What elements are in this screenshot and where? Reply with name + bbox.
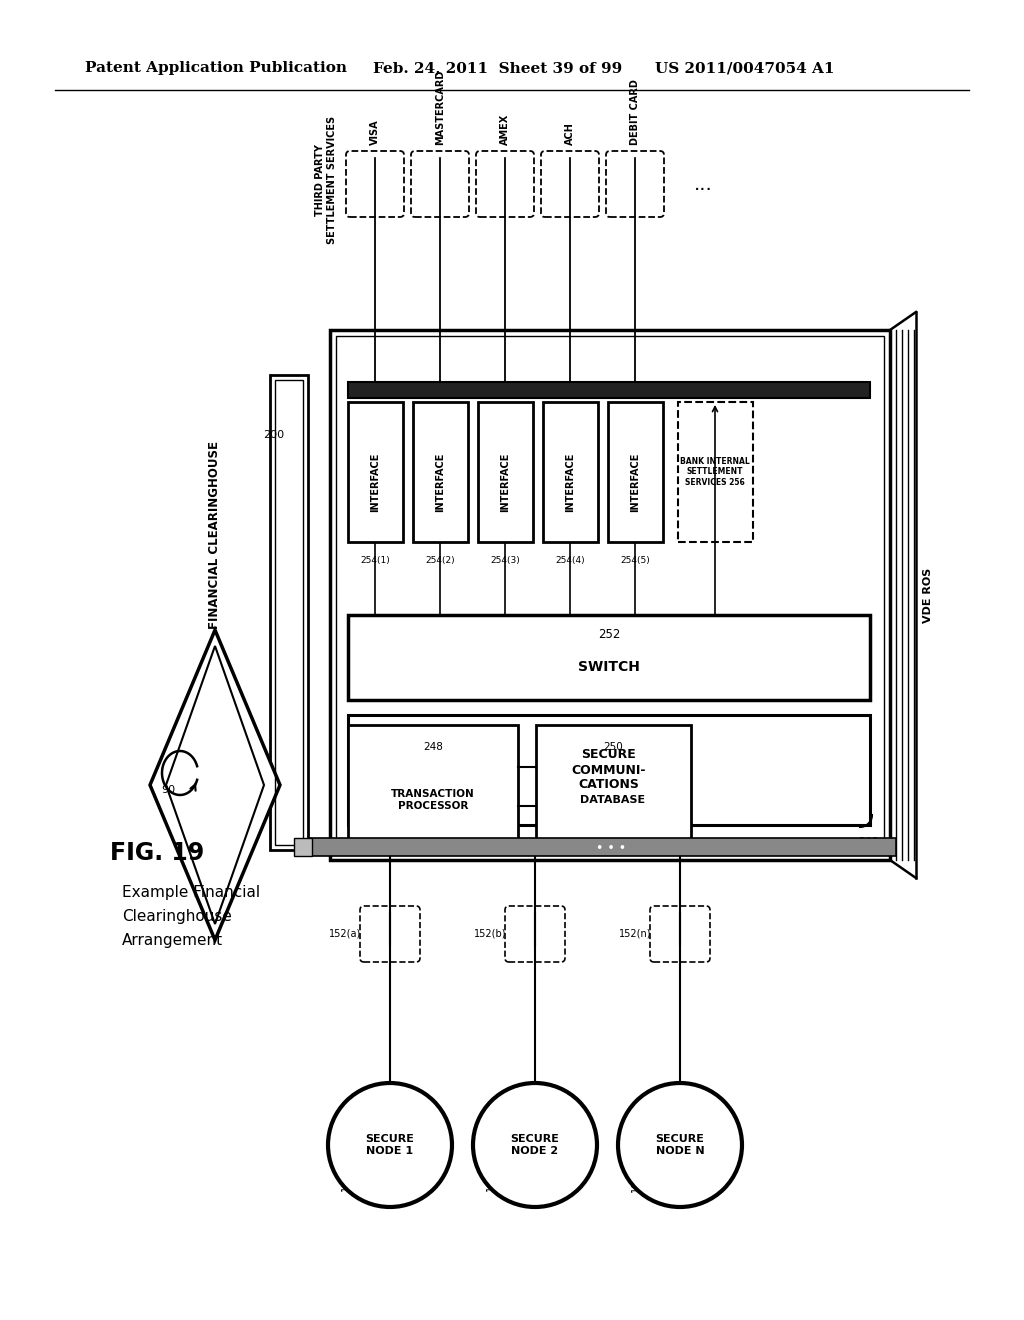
Text: 254(2): 254(2)	[425, 556, 455, 565]
Text: SECURE
COMMUNI-
CATIONS: SECURE COMMUNI- CATIONS	[571, 748, 646, 792]
FancyBboxPatch shape	[348, 381, 870, 399]
FancyBboxPatch shape	[413, 403, 468, 543]
Text: 254(3): 254(3)	[490, 556, 520, 565]
Text: 248: 248	[423, 742, 443, 752]
Text: Patent Application Publication: Patent Application Publication	[85, 61, 347, 75]
Text: DEBIT CARD: DEBIT CARD	[630, 79, 640, 145]
FancyBboxPatch shape	[270, 375, 308, 850]
Text: INTERFACE: INTERFACE	[565, 453, 575, 512]
Text: SECURE
NODE N: SECURE NODE N	[655, 1134, 705, 1156]
Text: 152(b): 152(b)	[473, 929, 506, 939]
FancyBboxPatch shape	[608, 403, 663, 543]
Circle shape	[473, 1082, 597, 1206]
Text: VDE ROS: VDE ROS	[923, 568, 933, 623]
Text: INTERFACE: INTERFACE	[370, 453, 380, 512]
Text: INTERFACE: INTERFACE	[630, 453, 640, 512]
Text: 246: 246	[858, 837, 878, 847]
Text: 254(1): 254(1)	[360, 556, 390, 565]
Text: 252: 252	[598, 628, 621, 642]
Circle shape	[328, 1082, 452, 1206]
Text: 250: 250	[603, 742, 623, 752]
Text: 90: 90	[161, 785, 175, 795]
FancyBboxPatch shape	[348, 615, 870, 700]
Text: Example Financial: Example Financial	[122, 886, 260, 900]
Text: TRANSACTION
PROCESSOR: TRANSACTION PROCESSOR	[391, 789, 475, 810]
Text: 200: 200	[263, 430, 284, 440]
Text: 152(a): 152(a)	[329, 929, 361, 939]
Text: 100(2): 100(2)	[485, 1159, 495, 1191]
Text: VISA: VISA	[370, 119, 380, 145]
Text: 254(5): 254(5)	[621, 556, 650, 565]
Text: 100(N): 100(N)	[630, 1159, 640, 1192]
Text: Arrangement: Arrangement	[122, 933, 223, 949]
Text: Feb. 24, 2011  Sheet 39 of 99: Feb. 24, 2011 Sheet 39 of 99	[373, 61, 623, 75]
FancyBboxPatch shape	[348, 725, 518, 845]
Circle shape	[618, 1082, 742, 1206]
Text: FIG. 19: FIG. 19	[110, 841, 204, 865]
Text: Clearinghouse: Clearinghouse	[122, 909, 231, 924]
FancyBboxPatch shape	[536, 725, 691, 845]
Polygon shape	[150, 630, 280, 940]
Text: ACH: ACH	[565, 123, 575, 145]
Text: 152(n): 152(n)	[618, 929, 651, 939]
Text: 100(1): 100(1)	[340, 1159, 350, 1191]
FancyBboxPatch shape	[310, 838, 896, 855]
Text: • • •: • • •	[596, 842, 626, 854]
Text: 254(4): 254(4)	[555, 556, 585, 565]
Text: DATABASE: DATABASE	[581, 795, 645, 805]
Text: BANK INTERNAL
SETTLEMENT
SERVICES 256: BANK INTERNAL SETTLEMENT SERVICES 256	[680, 457, 750, 487]
FancyBboxPatch shape	[348, 715, 870, 825]
Text: ...: ...	[693, 174, 713, 194]
Text: US 2011/0047054 A1: US 2011/0047054 A1	[655, 61, 835, 75]
FancyBboxPatch shape	[478, 403, 534, 543]
FancyBboxPatch shape	[543, 403, 598, 543]
Text: SWITCH: SWITCH	[579, 660, 640, 675]
Text: INTERFACE: INTERFACE	[435, 453, 445, 512]
Text: SECURE
NODE 1: SECURE NODE 1	[366, 1134, 415, 1156]
FancyBboxPatch shape	[330, 330, 890, 861]
Text: SECURE
NODE 2: SECURE NODE 2	[511, 1134, 559, 1156]
Text: ...: ...	[615, 1135, 635, 1155]
Text: AMEX: AMEX	[500, 114, 510, 145]
Text: FINANCIAL CLEARINGHOUSE: FINANCIAL CLEARINGHOUSE	[209, 441, 221, 630]
Text: INTERFACE: INTERFACE	[500, 453, 510, 512]
FancyBboxPatch shape	[294, 838, 312, 855]
Text: THIRD PARTY
SETTLEMENT SERVICES: THIRD PARTY SETTLEMENT SERVICES	[315, 116, 337, 244]
FancyBboxPatch shape	[348, 403, 403, 543]
Text: MASTERCARD: MASTERCARD	[435, 70, 445, 145]
